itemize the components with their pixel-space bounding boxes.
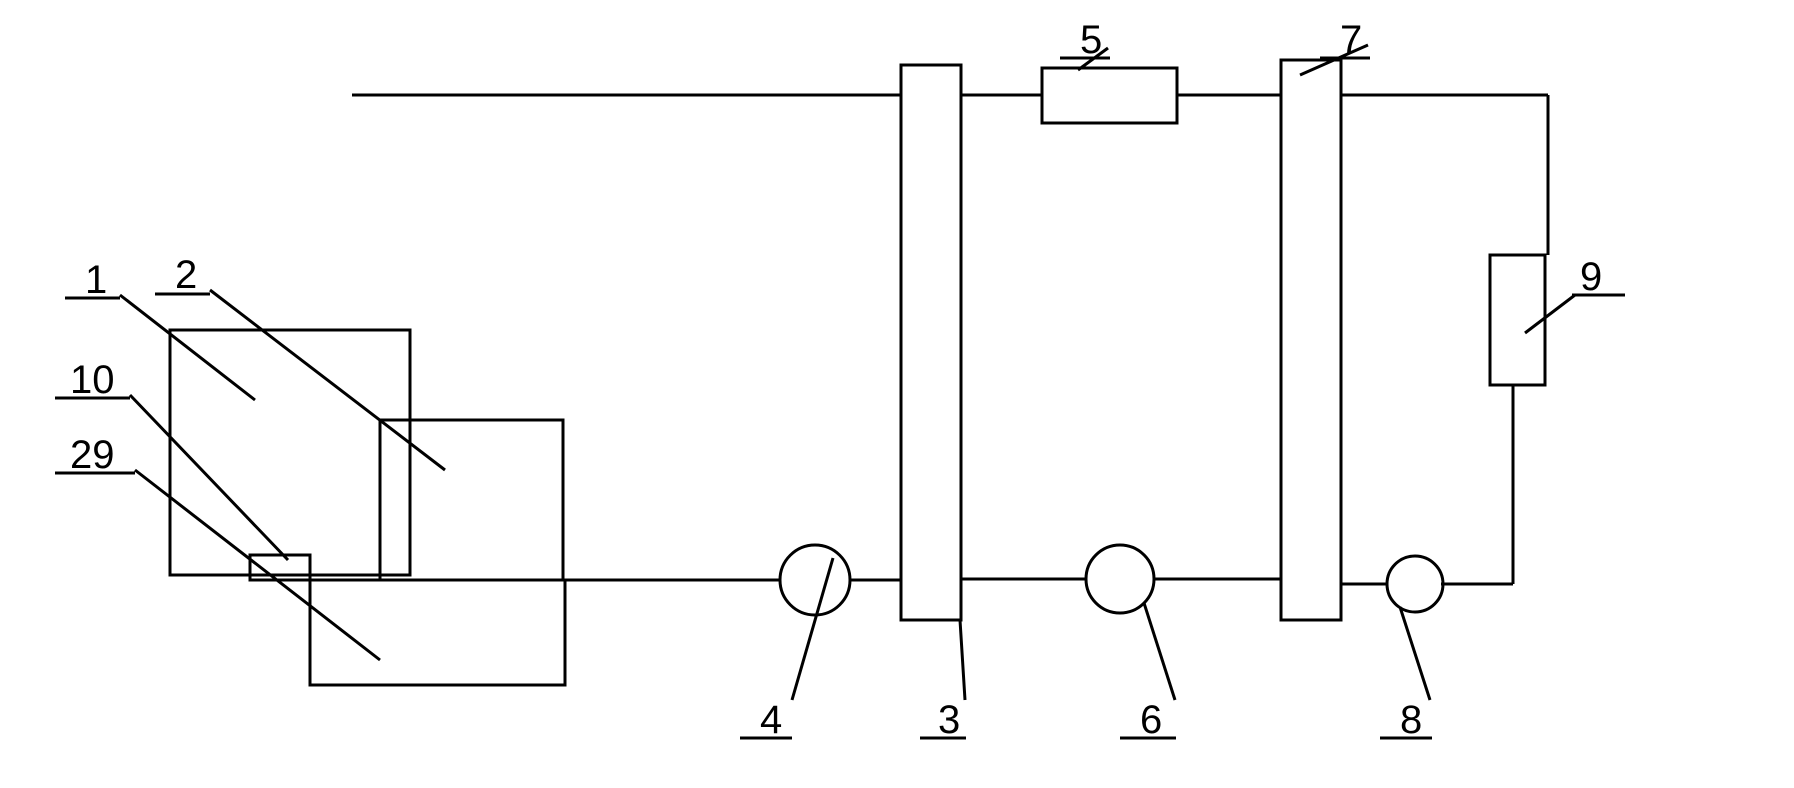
leader-3 [960, 620, 965, 700]
node-box-29 [310, 580, 565, 685]
label-5: 5 [1080, 18, 1102, 63]
node-box-1 [170, 330, 410, 575]
leader-10 [130, 395, 288, 560]
leader-6 [1144, 603, 1175, 700]
node-box-5 [1042, 68, 1177, 123]
label-8: 8 [1400, 698, 1422, 743]
label-4: 4 [760, 698, 782, 743]
node-circle-8 [1387, 556, 1443, 612]
leader-8 [1400, 607, 1430, 700]
leader-29 [135, 470, 380, 660]
node-circle-4 [780, 545, 850, 615]
label-10: 10 [70, 358, 115, 403]
diagram-svg [0, 0, 1794, 783]
leader-9 [1525, 295, 1575, 333]
label-7: 7 [1340, 18, 1362, 63]
label-2: 2 [175, 253, 197, 298]
node-box-9 [1490, 255, 1545, 385]
node-column-3 [901, 65, 961, 620]
label-1: 1 [85, 258, 107, 303]
schematic-diagram: 1 2 10 29 4 3 6 8 5 7 9 [0, 0, 1794, 783]
leader-4 [792, 558, 833, 700]
node-column-7 [1281, 60, 1341, 620]
node-box-2 [380, 420, 563, 580]
node-circle-6 [1086, 545, 1154, 613]
label-3: 3 [938, 698, 960, 743]
label-6: 6 [1140, 698, 1162, 743]
label-9: 9 [1580, 255, 1602, 300]
label-29: 29 [70, 433, 115, 478]
